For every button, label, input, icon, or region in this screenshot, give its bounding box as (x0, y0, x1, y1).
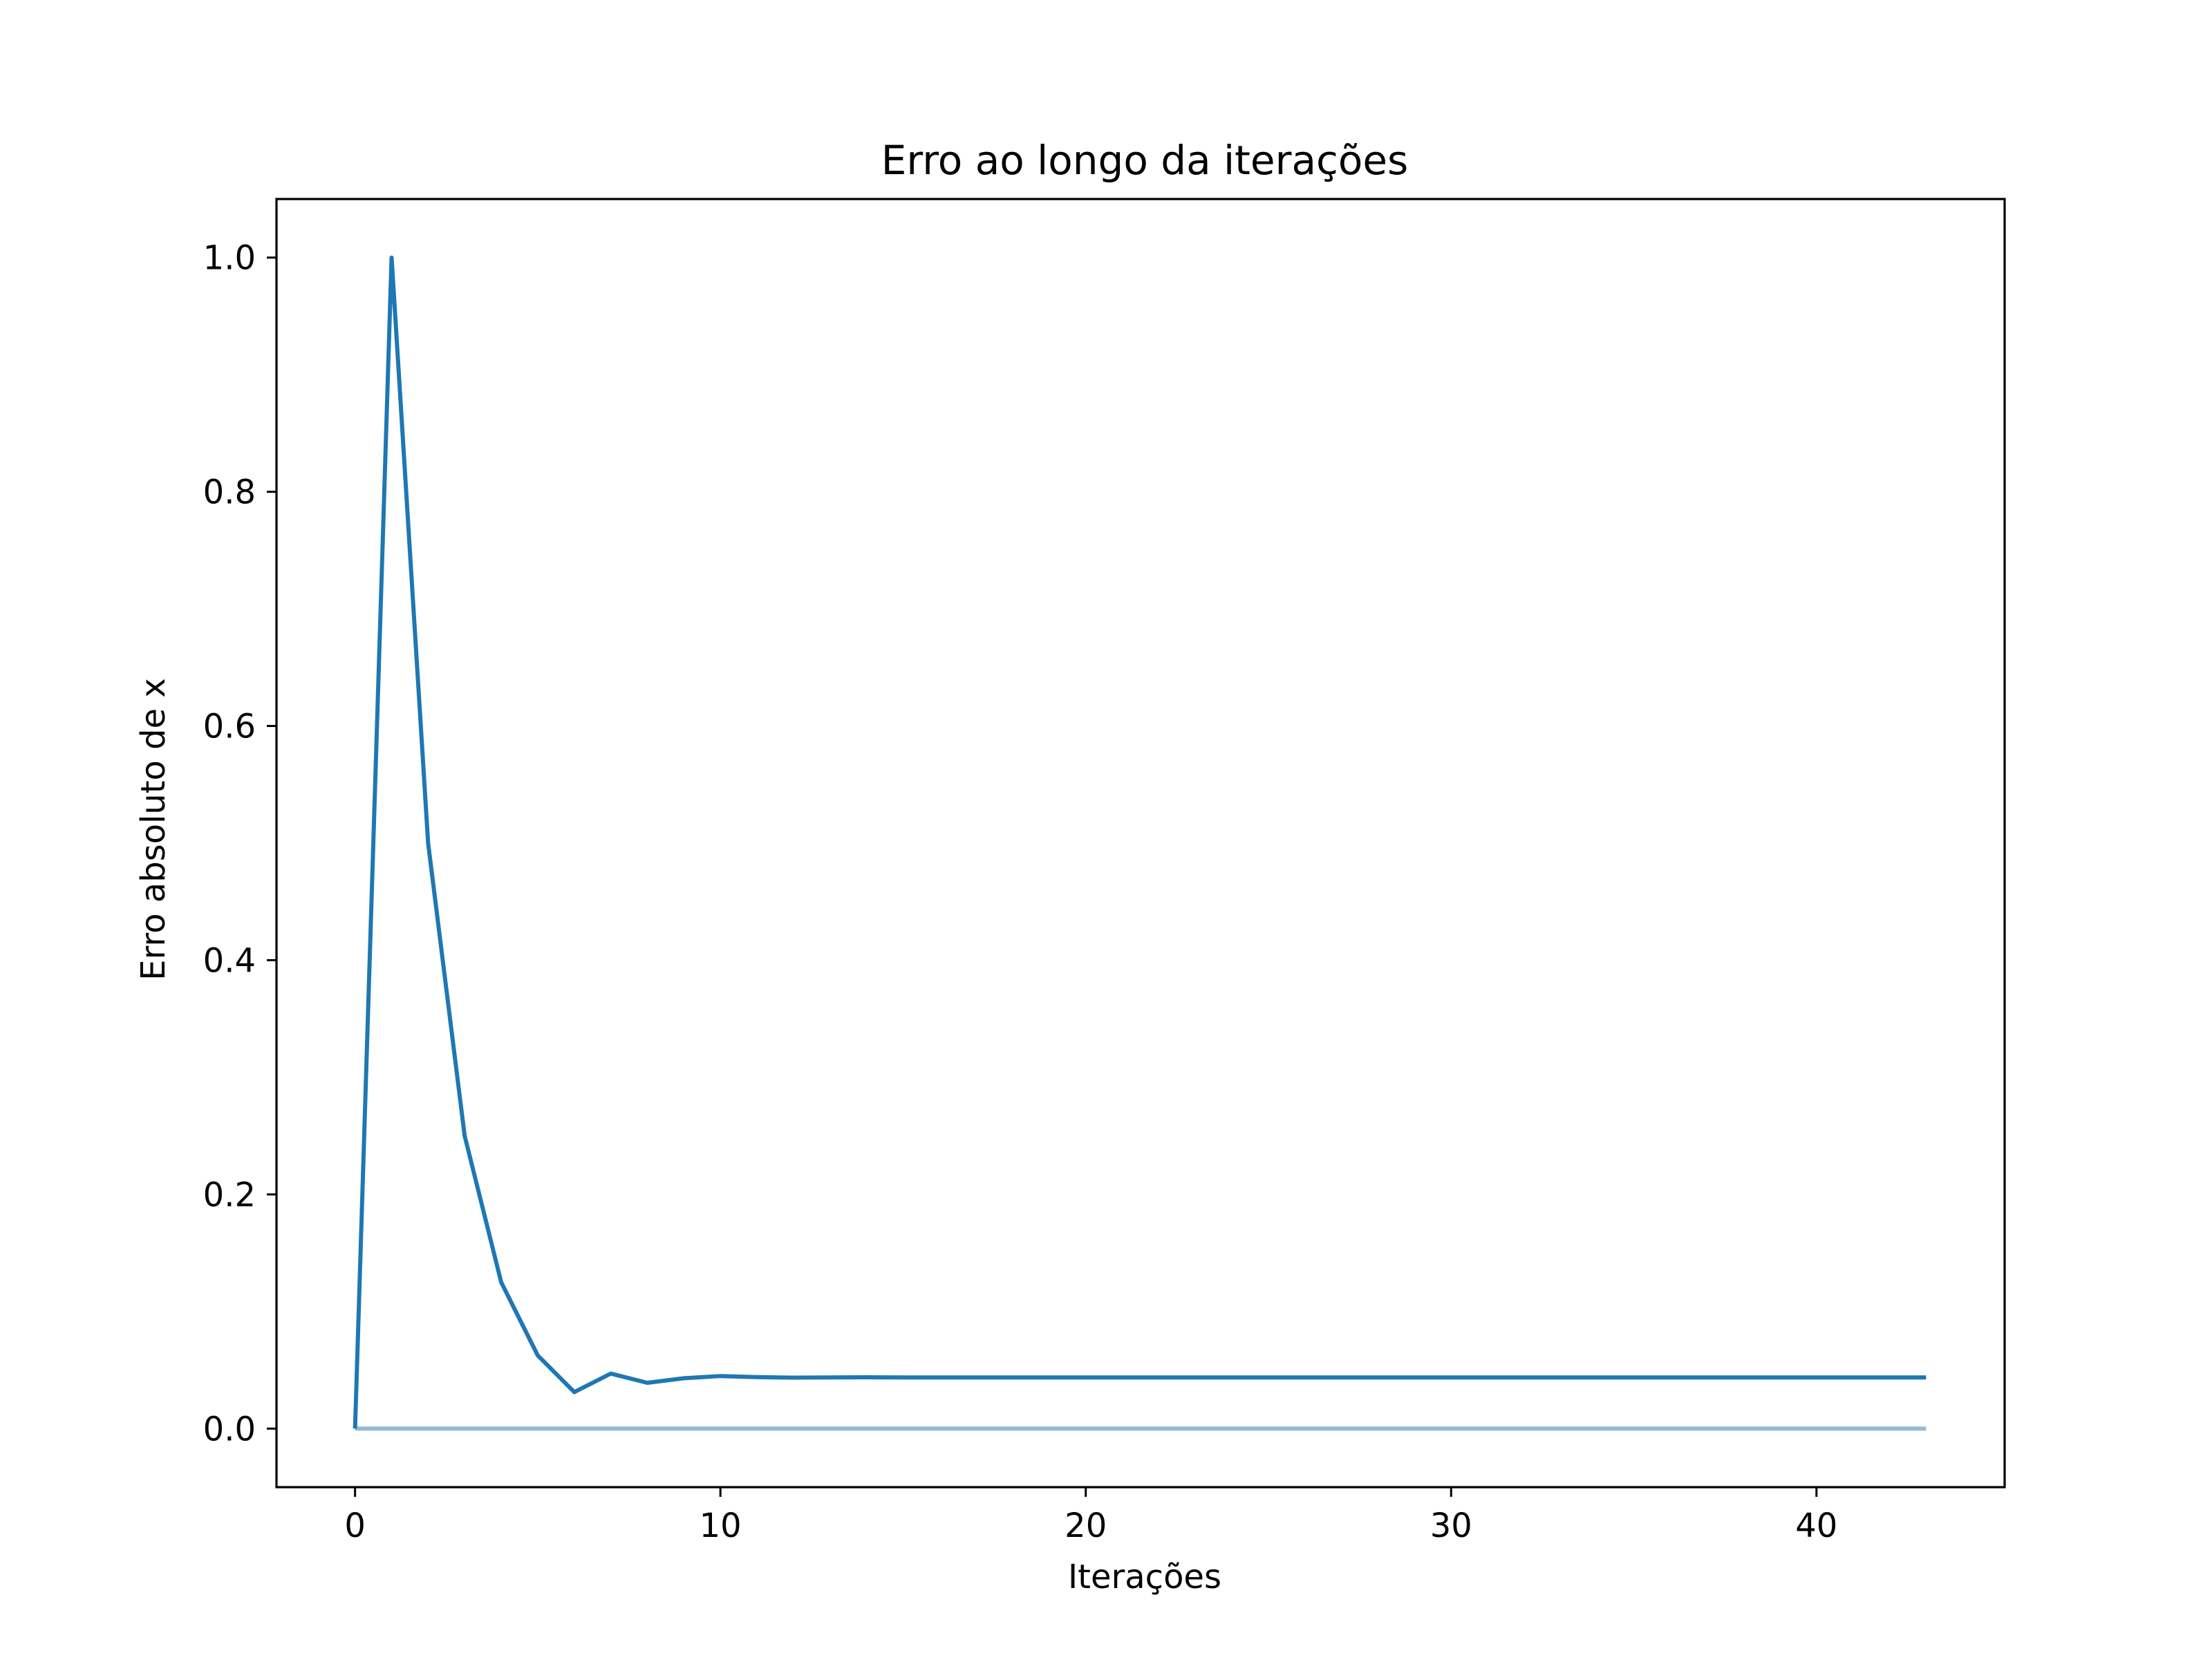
x-tick-label: 30 (1430, 1507, 1472, 1545)
x-axis-ticks: 0 10 20 30 40 (344, 1487, 1837, 1545)
y-axis-ticks: 0.0 0.2 0.4 0.6 0.8 1.0 (203, 239, 276, 1448)
y-tick-label: 0.0 (203, 1410, 256, 1448)
plot-area (353, 255, 1927, 1431)
y-tick-label: 0.4 (203, 941, 256, 980)
x-tick-label: 20 (1065, 1507, 1107, 1545)
y-tick-label: 0.6 (203, 708, 256, 746)
y-axis-label: Erro absoluto de x (134, 678, 173, 981)
y-tick-label: 0.2 (203, 1175, 256, 1214)
x-tick-label: 40 (1795, 1507, 1837, 1545)
chart-title: Erro ao longo da iterações (881, 137, 1409, 184)
x-tick-label: 10 (700, 1507, 742, 1545)
x-axis-label: Iterações (1068, 1558, 1221, 1596)
x-tick-label: 0 (344, 1507, 366, 1545)
y-tick-label: 0.8 (203, 473, 256, 512)
plot-frame (275, 198, 2006, 1489)
y-tick-label: 1.0 (203, 239, 256, 278)
series-line-1 (353, 255, 1927, 1429)
